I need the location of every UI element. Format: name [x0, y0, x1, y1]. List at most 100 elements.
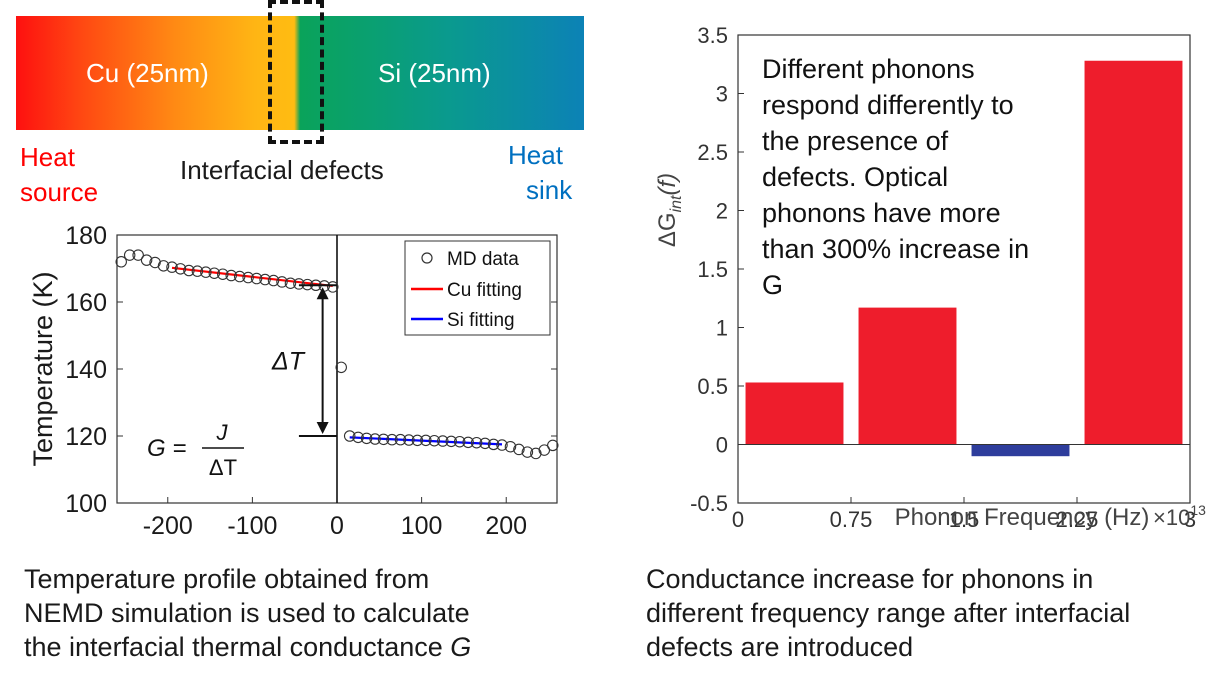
left-caption-line1: Temperature profile obtained from	[24, 564, 430, 594]
interfacial-defect-box	[268, 0, 324, 144]
left-caption: Temperature profile obtained from NEMD s…	[24, 562, 471, 664]
temperature-y-axis-label: Temperature (K)	[28, 271, 58, 466]
md-data-point	[327, 281, 339, 293]
bar-annotation-text: Different phonons respond differently to t…	[762, 54, 1029, 300]
md-data-point	[166, 261, 178, 273]
md-data-point	[369, 433, 381, 445]
md-data-point	[403, 434, 415, 446]
temp-x-tick-label: 0	[330, 512, 344, 540]
conductance-bar-2	[858, 307, 957, 445]
temperature-legend: MD data Cu fitting Si fitting	[404, 240, 551, 336]
md-data-point	[267, 274, 280, 287]
legend-md-marker	[421, 252, 433, 264]
right-caption-line2: different frequency range after interfac…	[646, 598, 1131, 628]
md-data-point	[123, 249, 136, 261]
si-layer-label: Si (25nm)	[378, 58, 491, 88]
left-caption-line2: NEMD simulation is used to calculate	[24, 598, 470, 628]
cu-fitting-line	[171, 266, 333, 288]
bar-y-tick-label: 0.5	[697, 374, 728, 399]
md-data-point	[174, 263, 187, 275]
temp-x-tick-label: -100	[227, 512, 277, 540]
legend-si-fitting: Si fitting	[447, 310, 515, 331]
bar-x-axis-label: Phonon Frequency (Hz)	[895, 504, 1150, 531]
right-caption: Conductance increase for phonons in diff…	[646, 562, 1130, 664]
delta-t-label: ΔT	[271, 348, 306, 376]
bar-x-tick-label: 0.75	[830, 507, 873, 532]
bar-y-tick-label: 1	[716, 316, 728, 341]
annotation-line: the presence of	[762, 126, 949, 156]
conductance-bar-3	[971, 444, 1070, 457]
annotation-line: respond differently to	[762, 90, 1014, 120]
md-data-point	[437, 435, 449, 447]
annotation-line: phonons have more	[762, 198, 1001, 228]
annotation-line: Different phonons	[762, 54, 975, 84]
md-data-point	[276, 276, 288, 288]
md-data-point	[242, 271, 254, 284]
md-data-point	[428, 434, 441, 447]
temp-y-tick-label: 100	[65, 490, 107, 518]
md-data-point	[462, 436, 474, 449]
md-data-point	[233, 270, 246, 283]
bar-y-tick-label: 3	[716, 82, 728, 107]
temp-y-tick-label: 180	[65, 222, 107, 250]
heat-sink-label-line2: sink	[526, 175, 573, 205]
md-data-point	[115, 256, 127, 268]
md-data-point	[513, 443, 525, 456]
md-data-point	[132, 249, 144, 261]
md-data-point	[191, 265, 204, 277]
legend-cu-fitting: Cu fitting	[447, 280, 522, 301]
md-data-point	[470, 436, 483, 449]
bar-y-tick-label: 3.5	[697, 23, 728, 48]
conductance-bar-1	[745, 382, 844, 445]
md-data-point	[352, 431, 364, 444]
bar-y-tick-label: 2	[716, 199, 728, 224]
conductance-bar-4	[1084, 60, 1183, 445]
md-data-point	[225, 269, 237, 282]
bar-y-tick-label: 1.5	[697, 257, 728, 282]
annotation-line: defects. Optical	[762, 162, 948, 192]
bar-y-axis-label: ΔGint(f)	[654, 173, 685, 247]
md-data-point	[453, 435, 466, 448]
bar-y-tick-label: 2.5	[697, 140, 728, 165]
md-data-point	[208, 267, 221, 279]
md-data-point	[411, 434, 424, 447]
md-data-point	[547, 439, 559, 452]
bar-x-tick-label: 3	[1184, 507, 1196, 532]
md-data-point	[217, 268, 229, 280]
formula-numerator: J	[216, 420, 229, 445]
bar-y-tick-label: 0	[716, 433, 728, 458]
x-axis-multiplier: ×1013	[1153, 502, 1206, 530]
md-data-point	[386, 433, 398, 446]
temp-y-tick-label: 160	[65, 289, 107, 317]
md-data-point	[445, 435, 457, 448]
heat-sink-label-line1: Heat	[508, 140, 563, 170]
md-data-point	[479, 437, 491, 450]
temp-x-tick-label: 200	[485, 512, 527, 540]
md-data-point	[496, 439, 508, 451]
md-data-point	[394, 433, 407, 446]
formula-denominator: ΔT	[209, 455, 237, 480]
md-data-point	[250, 272, 263, 285]
md-data-point	[377, 433, 390, 446]
legend-md-data: MD data	[447, 249, 519, 270]
annotation-line: than 300% increase in	[762, 234, 1029, 264]
heat-source-label-line1: Heat	[20, 142, 75, 172]
right-caption-line1: Conductance increase for phonons in	[646, 564, 1094, 594]
heat-source-label-line2: source	[20, 177, 99, 207]
md-data-point	[157, 260, 170, 272]
md-data-point	[293, 278, 305, 290]
md-data-point	[420, 434, 432, 447]
bar-x-tick-label: 1.5	[949, 507, 980, 532]
temp-x-tick-label: 100	[401, 512, 443, 540]
temperature-profile-chart: 100 120 140 160 180 -200 -100 0 100 200 Temperat…	[28, 222, 559, 540]
annotation-line: G	[762, 270, 783, 300]
md-data-point	[504, 440, 517, 453]
md-data-point	[183, 264, 195, 277]
left-caption-line3: the interfacial thermal conductance G	[24, 632, 472, 662]
temp-y-tick-label: 120	[65, 423, 107, 451]
md-data-point	[284, 277, 297, 289]
bar-x-tick-label: 2.25	[1056, 507, 1099, 532]
temp-y-tick-label: 140	[65, 356, 107, 384]
delta-t-arrowhead-down	[316, 422, 329, 434]
delta-t-arrowhead-up	[316, 287, 329, 300]
